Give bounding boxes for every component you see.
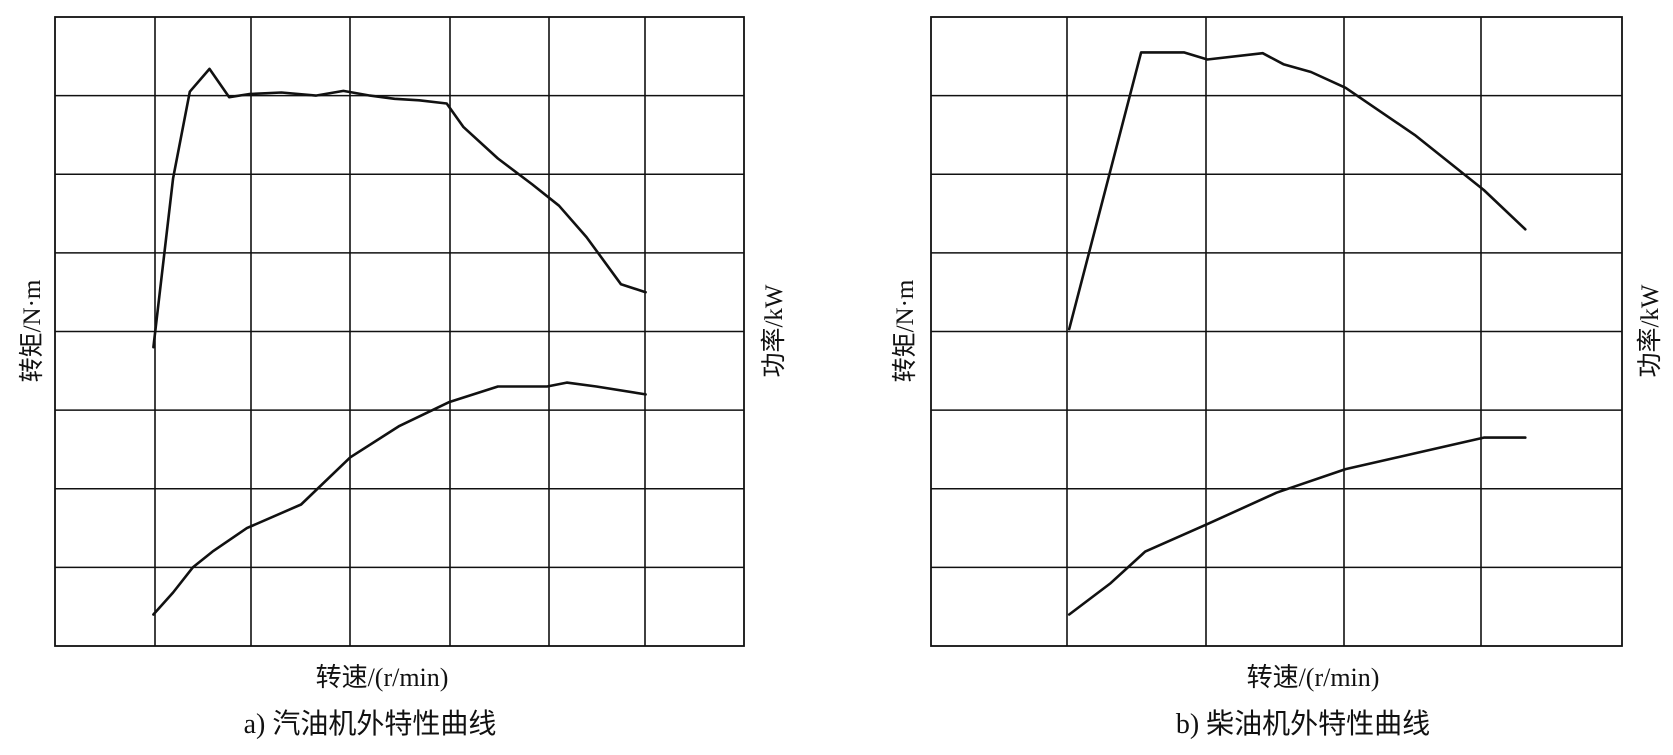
diesel-chart-curves [1067,51,1527,616]
gasoline-power-curve [152,381,647,616]
gasoline-left-axis-label: 转矩/N·m [18,279,46,382]
gasoline-x-axis-label: 转速/(r/min) [316,663,449,692]
gasoline-chart-curves [152,67,647,616]
gasoline-engine-chart: 转矩/N·m 功率/kW 转速/(r/min) a) 汽油机外特性曲线 [18,16,788,740]
diesel-left-axis-label: 转矩/N·m [891,279,919,382]
diesel-chart-frame [930,16,1623,647]
diesel-x-axis-label: 转速/(r/min) [1247,663,1380,692]
diesel-engine-chart: 转矩/N·m 功率/kW 转速/(r/min) b) 柴油机外特性曲线 [891,16,1664,740]
gasoline-torque-curve [152,67,647,349]
gasoline-chart-frame [54,16,745,647]
gasoline-right-axis-label: 功率/kW [760,284,788,377]
diesel-chart-caption: b) 柴油机外特性曲线 [1176,708,1430,740]
diesel-right-axis-label: 功率/kW [1636,284,1664,377]
gasoline-chart-grid [55,17,744,646]
diesel-torque-curve [1067,51,1527,331]
diesel-power-curve [1067,436,1527,616]
diesel-chart-grid [931,17,1622,646]
gasoline-chart-caption: a) 汽油机外特性曲线 [244,708,497,740]
